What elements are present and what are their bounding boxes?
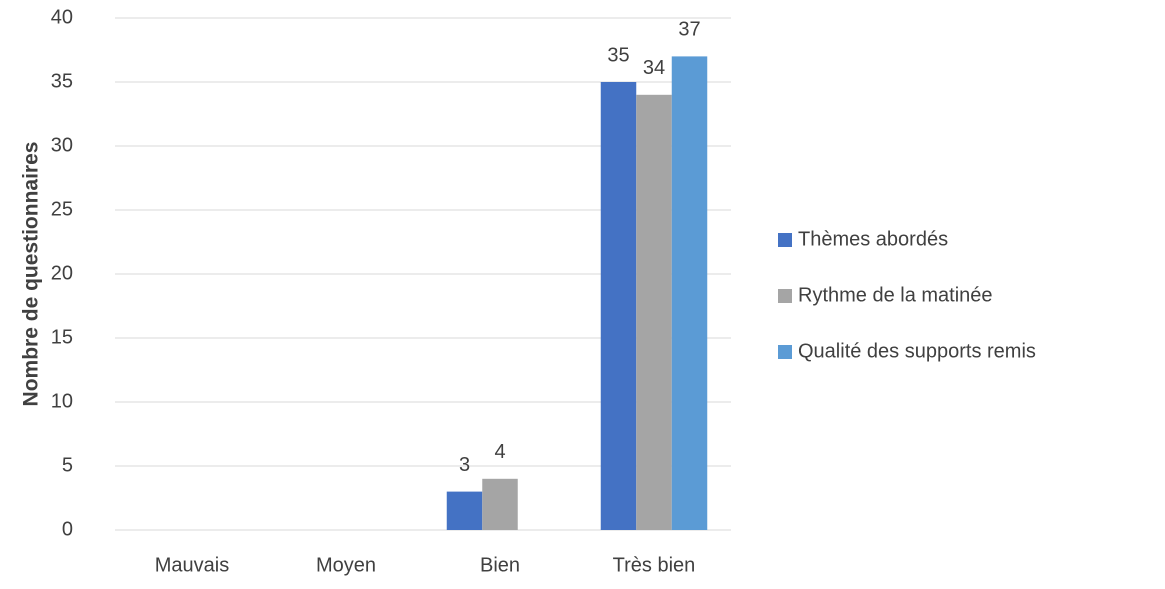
legend-swatch (778, 233, 792, 247)
legend-label: Qualité des supports remis (798, 340, 1036, 362)
y-tick-label: 35 (51, 70, 73, 92)
y-tick-label: 10 (51, 390, 73, 412)
x-tick-label: Très bien (613, 554, 696, 576)
legend-swatch (778, 289, 792, 303)
y-tick-label: 40 (51, 6, 73, 28)
x-tick-label: Bien (480, 554, 520, 576)
data-label: 34 (643, 57, 665, 79)
y-tick-label: 20 (51, 262, 73, 284)
bar (446, 491, 483, 530)
bar (636, 94, 672, 531)
x-tick-label: Moyen (316, 554, 376, 576)
y-tick-label: 5 (62, 454, 73, 476)
legend-swatch (778, 345, 792, 359)
legend-label: Thèmes abordés (798, 228, 948, 250)
data-label: 37 (678, 19, 700, 41)
data-label: 35 (607, 44, 629, 66)
y-tick-label: 30 (51, 134, 73, 156)
y-tick-label: 15 (51, 326, 73, 348)
bar (482, 478, 518, 530)
data-label: 3 (459, 454, 470, 476)
data-label: 4 (494, 441, 505, 463)
y-axis-label: Nombre de questionnaires (20, 142, 43, 407)
x-tick-label: Mauvais (155, 554, 229, 576)
y-tick-label: 0 (62, 518, 73, 540)
y-tick-label: 25 (51, 198, 73, 220)
bar (671, 56, 708, 531)
legend-label: Rythme de la matinée (798, 284, 993, 306)
bar (600, 82, 637, 530)
